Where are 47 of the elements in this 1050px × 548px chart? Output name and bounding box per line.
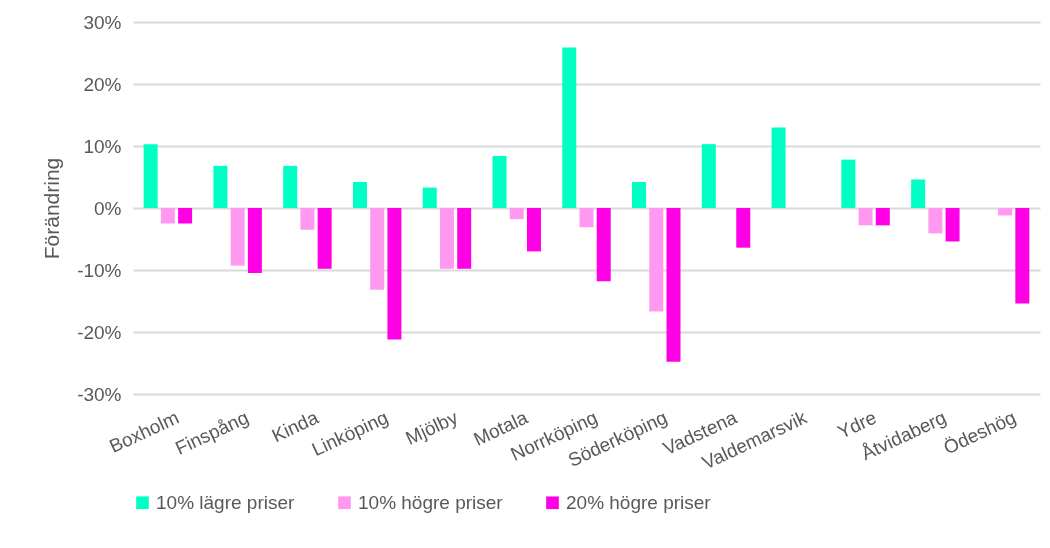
bar	[317, 208, 332, 269]
bar	[945, 208, 960, 242]
bar	[160, 208, 175, 224]
y-axis-title: Förändring	[40, 157, 64, 260]
y-tick-label: 20%	[83, 73, 122, 95]
bar	[422, 187, 437, 208]
bar	[666, 208, 681, 362]
bar	[771, 127, 786, 208]
bar	[911, 179, 926, 208]
y-tick-label: 10%	[83, 135, 122, 157]
bar	[562, 47, 577, 208]
bar	[352, 181, 367, 208]
y-tick-label: -30%	[77, 383, 122, 405]
bar	[526, 208, 541, 252]
bar	[736, 208, 751, 248]
bar	[998, 208, 1013, 216]
bar	[143, 144, 158, 208]
bar	[579, 208, 594, 228]
y-tick-label: -10%	[77, 259, 122, 281]
bar	[596, 208, 611, 282]
bar	[439, 208, 454, 269]
bar	[858, 208, 873, 226]
bar	[387, 208, 402, 340]
bar	[841, 159, 856, 208]
bar	[509, 208, 524, 220]
bar	[300, 208, 315, 230]
bar	[370, 208, 385, 290]
bar	[178, 208, 193, 224]
bar	[701, 144, 716, 208]
bar	[247, 208, 262, 274]
legend-label: 10% lägre priser	[156, 491, 296, 513]
bar	[213, 165, 228, 208]
bar	[230, 208, 245, 266]
x-tick-label: Mjölby	[402, 406, 462, 449]
bar	[457, 208, 472, 269]
bar	[928, 208, 943, 234]
y-tick-label: 0%	[94, 197, 122, 219]
bar	[1015, 208, 1030, 304]
legend-label: 20% högre priser	[566, 491, 712, 513]
bar	[492, 155, 507, 208]
bar	[283, 165, 298, 208]
bar	[649, 208, 664, 312]
y-tick-label: -20%	[77, 321, 122, 343]
bar	[632, 181, 647, 208]
legend-label: 10% högre priser	[358, 491, 504, 513]
y-tick-label: 30%	[83, 11, 122, 33]
bar	[875, 208, 890, 226]
